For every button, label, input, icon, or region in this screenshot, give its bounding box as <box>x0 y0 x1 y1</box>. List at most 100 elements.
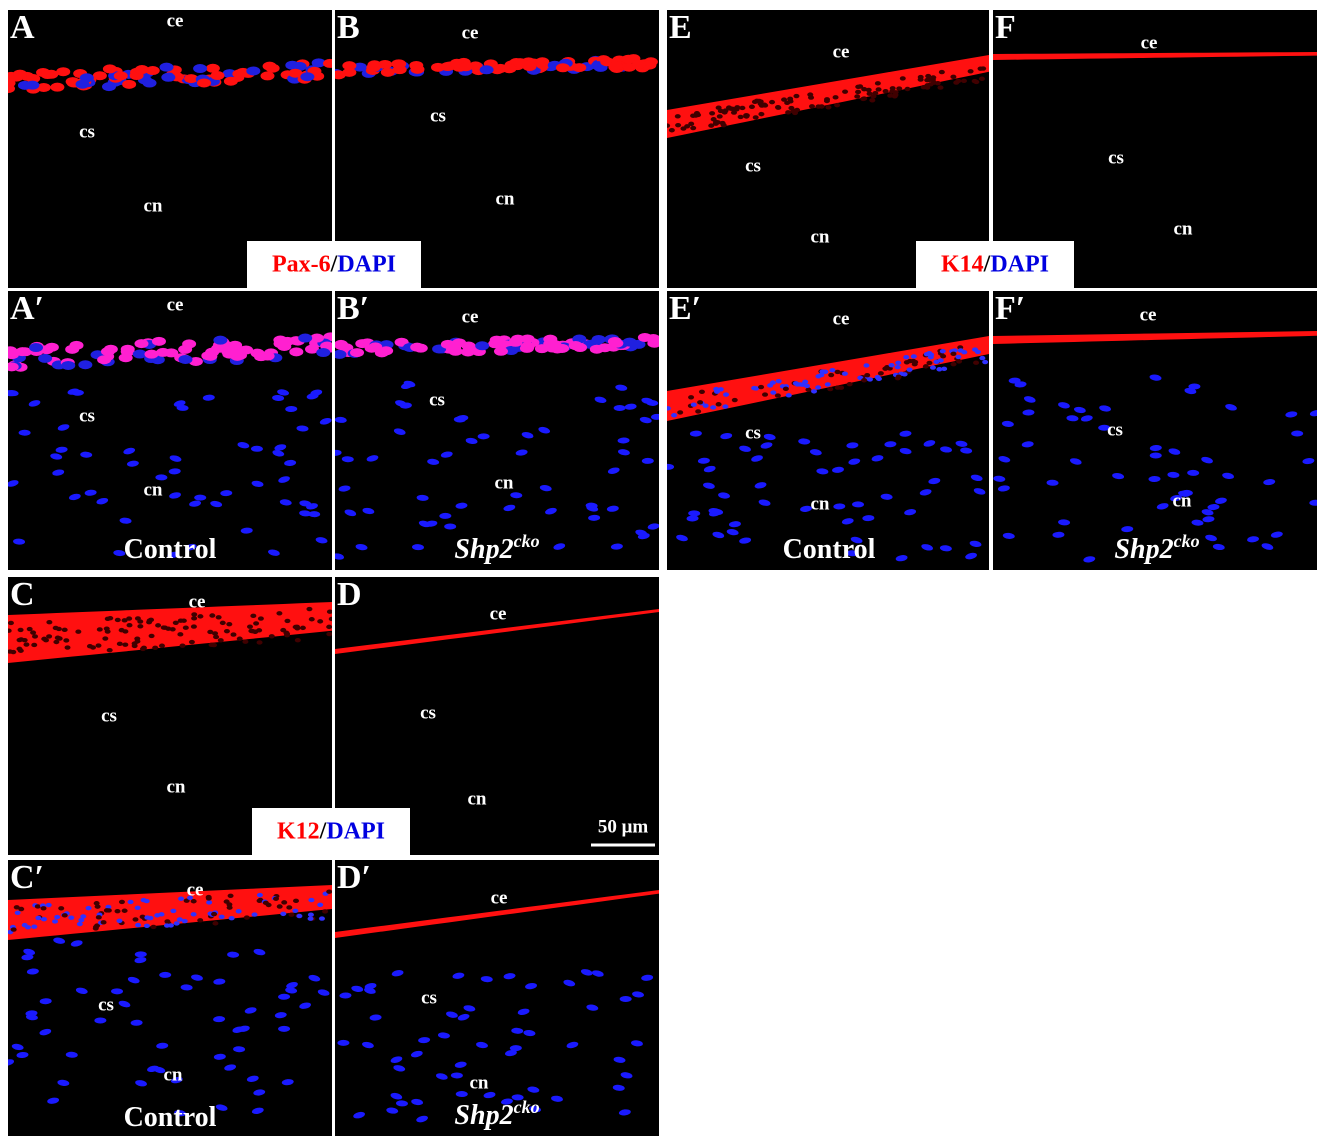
cell-nucleus <box>131 643 138 649</box>
stroma-nucleus <box>317 989 330 996</box>
stroma-nucleus <box>970 474 983 482</box>
cell-nucleus <box>75 629 82 634</box>
stroma-nucleus <box>480 976 493 983</box>
cell-nucleus <box>572 63 587 73</box>
stroma-nucleus <box>1058 402 1070 409</box>
tissue <box>335 332 659 560</box>
cell-nucleus <box>253 621 260 626</box>
cell-nucleus <box>280 911 287 917</box>
stroma-nucleus <box>726 529 739 536</box>
stroma-nucleus <box>711 508 724 515</box>
cell-nucleus <box>17 627 24 633</box>
cell-nucleus <box>751 385 758 391</box>
cell-nucleus <box>201 351 216 361</box>
cell-nucleus <box>702 403 709 408</box>
cell-nucleus <box>710 117 717 122</box>
stroma-nucleus <box>39 1028 52 1036</box>
cell-nucleus <box>144 349 159 359</box>
cell-nucleus <box>31 642 38 648</box>
cell-nucleus <box>350 348 365 358</box>
stroma-nucleus <box>1149 452 1162 459</box>
cell-nucleus <box>675 122 682 128</box>
stroma-nucleus <box>168 468 181 475</box>
cell-nucleus <box>132 349 147 359</box>
stroma-nucleus <box>319 418 332 425</box>
cell-nucleus <box>929 365 936 370</box>
stroma-nucleus <box>278 476 290 483</box>
stroma-nucleus <box>8 1059 15 1066</box>
stroma-nucleus <box>960 447 973 454</box>
cell-nucleus <box>903 360 910 365</box>
region-label: cn <box>1173 490 1192 511</box>
cell-nucleus <box>758 111 765 117</box>
stroma-nucleus <box>503 504 516 512</box>
region-label: ce <box>490 603 507 624</box>
cell-nucleus <box>298 333 313 343</box>
stroma-nucleus <box>1058 519 1071 526</box>
cell-nucleus <box>887 93 894 98</box>
cell-nucleus <box>118 899 125 905</box>
stain-legend: K12/DAPI <box>277 818 385 844</box>
cell-nucleus <box>61 360 76 370</box>
cell-nucleus <box>938 69 945 75</box>
cell-nucleus <box>120 344 135 354</box>
stroma-nucleus <box>921 544 934 551</box>
stroma-nucleus <box>594 396 607 404</box>
panel-letter: A′ <box>10 290 44 327</box>
cell-nucleus <box>170 908 177 914</box>
cell-nucleus <box>15 347 30 357</box>
stroma-nucleus <box>134 956 147 964</box>
cell-nucleus <box>961 350 968 355</box>
stroma-nucleus <box>676 534 688 542</box>
stroma-nucleus <box>39 998 52 1005</box>
cell-nucleus <box>95 643 102 648</box>
cell-nucleus <box>855 89 862 95</box>
stroma-nucleus <box>939 545 952 552</box>
cell-nucleus <box>307 916 314 921</box>
cell-nucleus <box>513 58 528 68</box>
stroma-nucleus <box>1247 536 1260 543</box>
cell-nucleus <box>793 93 800 99</box>
stroma-nucleus <box>286 982 298 989</box>
cell-nucleus <box>235 909 242 914</box>
stroma-nucleus <box>224 1064 237 1071</box>
cell-nucleus <box>775 105 782 110</box>
condition-label: Control <box>124 1102 217 1133</box>
cell-nucleus <box>61 913 68 918</box>
stroma-nucleus <box>904 509 917 516</box>
cell-nucleus <box>169 627 176 632</box>
stroma-nucleus <box>477 433 490 440</box>
stroma-nucleus <box>619 995 632 1002</box>
cell-nucleus <box>21 922 28 928</box>
cell-nucleus <box>190 912 197 917</box>
stroma-nucleus <box>798 438 811 445</box>
stroma-nucleus <box>965 552 977 560</box>
cell-nucleus <box>311 58 326 68</box>
cell-nucleus <box>190 624 197 629</box>
cell-nucleus <box>101 82 116 92</box>
cell-nucleus <box>134 639 141 644</box>
stroma-nucleus <box>11 1043 24 1051</box>
cell-nucleus <box>31 924 38 929</box>
cell-nucleus <box>895 374 902 379</box>
cell-nucleus <box>17 648 24 653</box>
stroma-nucleus <box>1002 532 1015 539</box>
cell-nucleus <box>292 61 307 71</box>
stroma-nucleus <box>153 1066 166 1074</box>
cell-nucleus <box>179 643 186 648</box>
cell-nucleus <box>251 912 258 917</box>
cell-nucleus <box>193 64 208 74</box>
cell-nucleus <box>939 349 946 354</box>
cell-nucleus <box>882 366 889 371</box>
cell-nucleus <box>190 899 197 904</box>
cell-nucleus <box>183 898 190 903</box>
cell-nucleus <box>144 915 151 920</box>
cell-nucleus <box>44 342 59 352</box>
tissue <box>993 331 1317 563</box>
stroma-nucleus <box>993 475 1006 482</box>
cell-nucleus <box>188 639 195 645</box>
cell-nucleus <box>834 385 841 390</box>
cell-nucleus <box>712 121 719 126</box>
stroma-nucleus <box>871 455 884 462</box>
